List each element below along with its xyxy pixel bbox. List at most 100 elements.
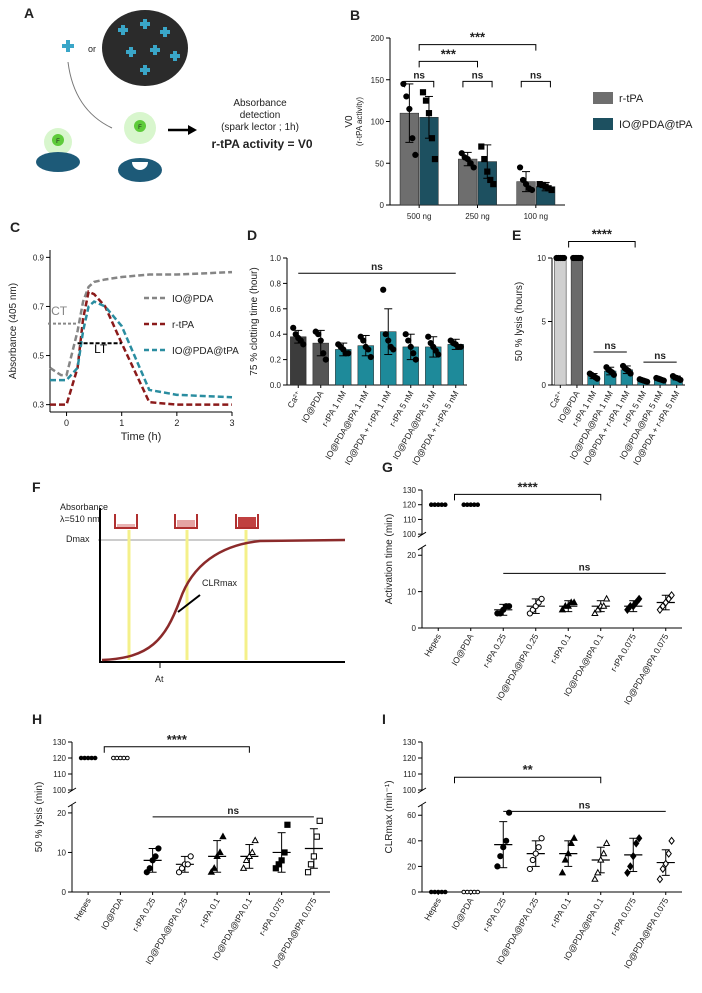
x-tick-label: IO@PDA [449,632,475,668]
line [49,270,233,377]
point [594,868,602,876]
point [400,80,407,88]
point [403,93,410,100]
point [320,350,327,357]
point [478,143,485,150]
point [538,595,545,602]
diagram-f: F Absorbance λ=510 nm Dmax CLRmax At [32,479,346,684]
y-axis-label: 50 % lysis (hours) [514,282,525,361]
point [382,331,389,338]
x-axis-label: Time (h) [121,431,162,443]
y-axis-label: Absorbance (405 nm) [8,283,19,379]
point [360,337,367,344]
point [548,186,555,194]
point [475,502,481,508]
y-tick-label: 0.4 [270,330,282,339]
y-tick-label: 0.8 [270,279,282,288]
point [322,356,329,363]
point [677,376,684,384]
point [490,181,497,188]
fluor [134,120,146,132]
fluor [52,134,64,146]
annotation: CT [51,304,68,318]
point [599,602,608,609]
point [242,856,251,863]
y-axis-label: 75 % clotting time (hour) [249,267,260,375]
axis-break [67,801,77,808]
point [481,155,488,163]
panel-label: F [32,479,41,495]
bracket [568,240,636,248]
point [662,859,669,869]
y-tick-label: 100 [403,786,417,795]
point [300,341,307,348]
point [425,333,432,340]
point [519,176,527,184]
panel-label: C [10,219,20,235]
point [410,350,417,357]
arrow-head [188,125,197,135]
wells [114,514,259,529]
bracket [418,60,478,68]
x-tick-label: 500 ng [407,212,431,221]
detection: detection [240,110,281,121]
point [207,868,216,875]
point [458,150,465,157]
point [597,855,605,863]
y-tick-label: 130 [403,738,417,747]
axis-break [417,801,427,808]
f-at: At [155,674,164,684]
detection: Absorbance [233,98,287,109]
point [602,594,611,602]
point [281,849,288,856]
panel-label: E [512,227,521,243]
point [560,254,568,262]
legend-label: IO@PDA@tPA [172,346,239,357]
point [316,817,323,824]
bar [447,344,464,386]
annotation: LT [94,342,108,356]
x-tick-label: IO@PDA [449,896,475,932]
x-tick-label: r-tPA 0.075 [608,632,638,674]
x-tick-label: 250 ng [465,212,489,221]
point [315,331,322,338]
point [178,865,186,872]
point [248,848,256,856]
x-tick-label: r-tPA 0.075 [257,896,287,938]
point [635,594,643,604]
y-tick-label: 0.5 [33,352,45,361]
slope [177,594,201,613]
point [644,378,651,385]
point [143,869,150,876]
bracket [103,746,250,753]
annotation: ns [604,341,616,352]
point [564,849,572,857]
y-tick-label: 0.7 [33,302,45,311]
f-wavelength: λ=510 nm [60,514,100,524]
point [475,889,481,895]
y-tick-label: 130 [53,738,67,747]
annotation: **** [518,479,539,494]
point [278,857,285,864]
point [526,865,534,873]
y-tick-label: 40 [407,837,416,846]
arrow [67,61,113,129]
y-tick-label: 200 [371,34,385,43]
point [245,852,254,859]
x-tick-label: r-tPA 0.25 [481,896,508,933]
point [529,856,536,864]
point [635,834,643,843]
y-axis-label: (r-tPA activity) [355,97,364,147]
point [602,839,611,846]
point [317,337,324,344]
point [570,834,578,841]
annotation: **** [167,732,188,747]
panel-label: G [382,459,393,475]
point [219,832,227,840]
point [239,864,248,871]
point [570,598,578,606]
result: r-tPA activity = V0 [211,137,312,151]
y-tick-label: 0.9 [33,253,45,262]
point [538,835,545,842]
panel-label: I [382,711,386,727]
